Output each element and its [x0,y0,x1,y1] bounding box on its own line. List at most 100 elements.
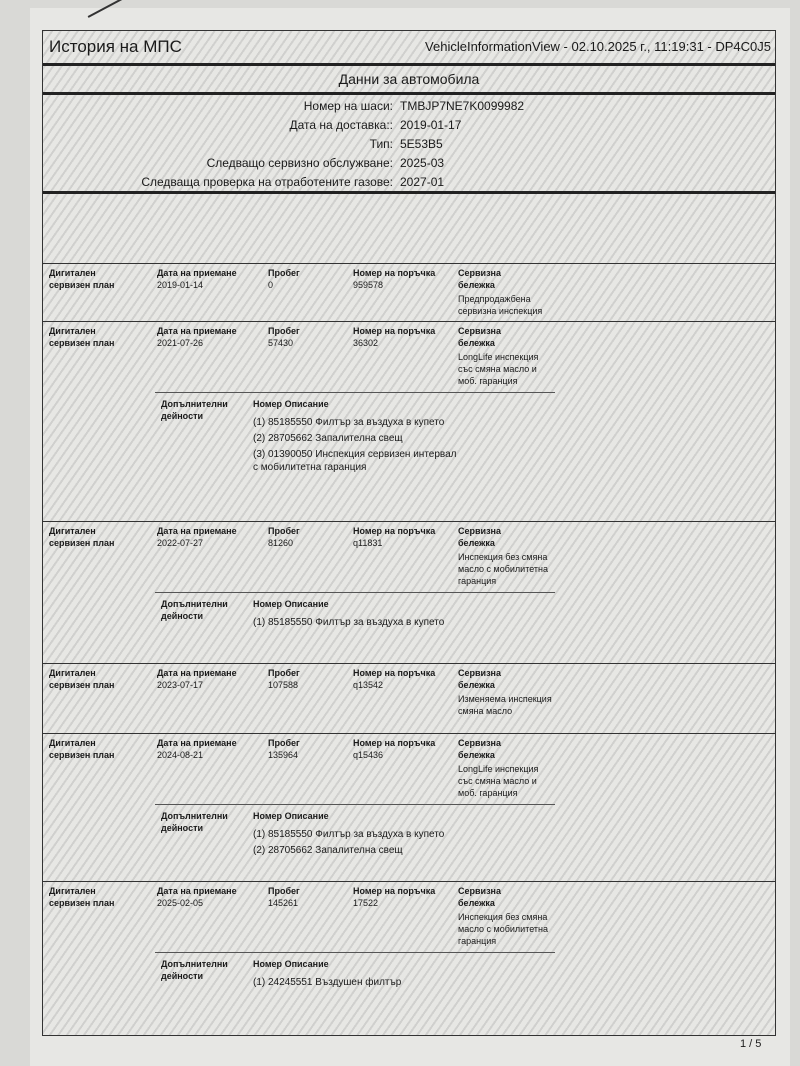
extra-label: Допълнителни дейности [161,599,228,621]
entry-type: Дигитален сервизен план [49,268,115,290]
note-label: Сервизна бележка [458,268,501,290]
order-label: Номер на поръчка [353,886,436,896]
extra-table: Номер Описание (1) 85185550 Филтър за въ… [253,598,463,632]
extra-activities: Допълнителни дейности Номер Описание (1)… [155,804,555,860]
description-label: Описание [284,599,329,609]
mileage-value: 135964 [268,750,299,760]
mileage-value: 145261 [268,898,299,908]
extra-description: Запалителна свещ [315,433,403,444]
date-column: Дата на приемане 2022-07-27 [157,525,262,587]
date-column: Дата на приемане 2023-07-17 [157,667,262,717]
order-label: Номер на поръчка [353,668,436,678]
date-value: 2021-07-26 [157,338,204,348]
mileage-value: 57430 [268,338,294,348]
service-entry: Дигитален сервизен план Дата на приемане… [43,733,775,881]
mileage-column: Пробег 81260 [268,525,347,587]
note-column: Сервизна бележка LongLife инспекция със … [458,737,552,799]
extra-table: Номер Описание (1) 85185550 Филтър за въ… [253,810,463,860]
extra-table: Номер Описание (1) 85185550 Филтър за въ… [253,398,463,477]
note-label: Сервизна бележка [458,738,501,760]
extra-number: (1) 24245551 [253,977,313,988]
extra-row: (1) 24245551 Въздушен филтър [253,976,463,989]
page-number: 1 / 5 [740,1038,762,1050]
field-label: Следваща проверка на отработените газове… [141,175,393,189]
extra-description: Инспекция сервизен интервал с мобилитетн… [253,449,457,473]
extra-description: Филтър за въздуха в купето [315,617,445,628]
number-label: Номер [253,959,283,969]
date-label: Дата на приемане [157,738,237,748]
date-column: Дата на приемане 2024-08-21 [157,737,262,799]
service-entry: Дигитален сервизен план Дата на приемане… [43,263,775,321]
order-column: Номер на поръчка q13542 [353,667,452,717]
note-value: Изменяема инспекция смяна масло [458,694,552,716]
date-label: Дата на приемане [157,668,237,678]
field-value: 2027-01 [400,175,445,189]
entry-type: Дигитален сервизен план [49,326,115,348]
date-label: Дата на приемане [157,886,237,896]
document-title: История на МПС [49,37,182,56]
number-label: Номер [253,399,283,409]
order-label: Номер на поръчка [353,738,436,748]
field-label: Номер на шаси: [303,99,393,113]
entry-type: Дигитален сервизен план [49,886,115,908]
date-column: Дата на приемане 2025-02-05 [157,885,262,947]
extra-number: (1) 85185550 [253,617,313,628]
description-label: Описание [284,959,329,969]
note-value: LongLife инспекция със смяна масло и моб… [458,352,539,386]
extra-number: (3) 01390050 [253,449,313,460]
field-value: 5E53B5 [400,137,443,151]
extra-activities: Допълнителни дейности Номер Описание (1)… [155,592,555,632]
entry-type: Дигитален сервизен план [49,668,115,690]
mileage-label: Пробег [268,268,300,278]
document-header: История на МПС VehicleInformationView - … [43,31,775,66]
date-column: Дата на приемане 2021-07-26 [157,325,262,387]
date-value: 2022-07-27 [157,538,204,548]
service-entry: Дигитален сервизен план Дата на приемане… [43,663,775,733]
date-value: 2019-01-14 [157,280,204,290]
order-value: q13542 [353,680,384,690]
field-value: TMBJP7NE7K0099982 [400,99,525,113]
extra-row: (2) 28705662 Запалителна свещ [253,432,463,445]
document-frame: История на МПС VehicleInformationView - … [42,30,776,1036]
date-value: 2023-07-17 [157,680,204,690]
extra-description: Въздушен филтър [315,977,402,988]
field-label: Следващо сервизно обслужване: [206,156,393,170]
pen-mark [87,0,124,18]
section-title: Данни за автомобила [43,66,775,95]
extra-label: Допълнителни дейности [161,811,228,833]
mileage-label: Пробег [268,738,300,748]
extra-row: (1) 85185550 Филтър за въздуха в купето [253,828,463,841]
order-column: Номер на поръчка 959578 [353,267,452,317]
note-column: Сервизна бележка Инспекция без смяна мас… [458,885,552,947]
extra-description: Филтър за въздуха в купето [315,417,445,428]
document-meta: VehicleInformationView - 02.10.2025 г., … [425,39,771,54]
mileage-label: Пробег [268,326,300,336]
entry-type: Дигитален сервизен план [49,738,115,760]
order-value: 959578 [353,280,384,290]
note-value: LongLife инспекция със смяна масло и моб… [458,764,539,798]
mileage-column: Пробег 0 [268,267,347,317]
mileage-column: Пробег 57430 [268,325,347,387]
paper-page [30,0,790,1066]
field-label: Тип: [369,137,393,151]
note-label: Сервизна бележка [458,668,501,690]
order-value: q15436 [353,750,384,760]
mileage-column: Пробег 135964 [268,737,347,799]
order-value: 36302 [353,338,379,348]
mileage-value: 107588 [268,680,299,690]
mileage-label: Пробег [268,668,300,678]
number-label: Номер [253,599,283,609]
note-column: Сервизна бележка Инспекция без смяна мас… [458,525,552,587]
number-label: Номер [253,811,283,821]
mileage-column: Пробег 107588 [268,667,347,717]
date-label: Дата на приемане [157,526,237,536]
note-label: Сервизна бележка [458,886,501,908]
note-column: Сервизна бележка LongLife инспекция със … [458,325,552,387]
note-label: Сервизна бележка [458,526,501,548]
order-value: q11831 [353,538,383,548]
extra-description: Филтър за въздуха в купето [315,829,445,840]
date-label: Дата на приемане [157,268,237,278]
service-entry: Дигитален сервизен план Дата на приемане… [43,881,775,1011]
date-column: Дата на приемане 2019-01-14 [157,267,262,317]
order-label: Номер на поръчка [353,326,436,336]
